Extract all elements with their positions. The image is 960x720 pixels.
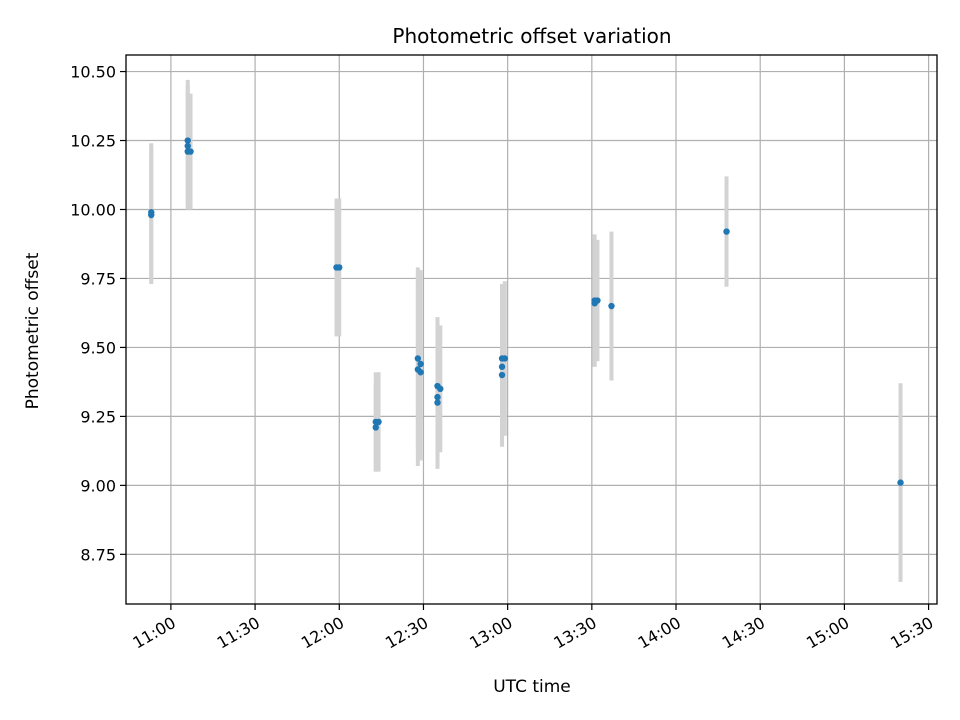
y-axis-title: Photometric offset bbox=[23, 252, 43, 409]
y-tick-label: 10.50 bbox=[70, 63, 116, 82]
data-point bbox=[336, 264, 343, 271]
data-point bbox=[608, 302, 615, 310]
data-point bbox=[417, 360, 424, 368]
data-point bbox=[437, 385, 444, 393]
y-tick-label: 10.25 bbox=[70, 132, 116, 151]
y-tick-label: 9.50 bbox=[80, 338, 116, 357]
data-point bbox=[148, 209, 155, 216]
data-point bbox=[414, 355, 422, 362]
data-point bbox=[184, 137, 191, 144]
x-axis-title: UTC time bbox=[493, 677, 571, 697]
y-tick-label: 9.00 bbox=[80, 476, 116, 495]
data-point bbox=[187, 148, 194, 155]
grid-layer bbox=[126, 55, 937, 604]
plot-frame bbox=[125, 54, 938, 605]
data-point bbox=[723, 228, 730, 235]
y-tick-label: 9.25 bbox=[80, 407, 116, 426]
data-point bbox=[594, 297, 601, 304]
chart-title: Photometric offset variation bbox=[392, 24, 671, 48]
data-point bbox=[375, 418, 382, 426]
data-point bbox=[498, 371, 506, 379]
data-point bbox=[498, 363, 506, 370]
y-tick-label: 9.75 bbox=[80, 269, 116, 288]
data-point bbox=[501, 355, 509, 362]
data-point bbox=[434, 393, 441, 401]
data-point bbox=[372, 424, 379, 431]
y-tick-label: 10.00 bbox=[70, 200, 116, 219]
data-point bbox=[417, 369, 424, 376]
data-point bbox=[184, 142, 191, 150]
y-tick-label: 8.75 bbox=[80, 545, 116, 564]
point-layer bbox=[148, 137, 904, 486]
data-point bbox=[897, 479, 904, 486]
data-point bbox=[434, 399, 441, 406]
